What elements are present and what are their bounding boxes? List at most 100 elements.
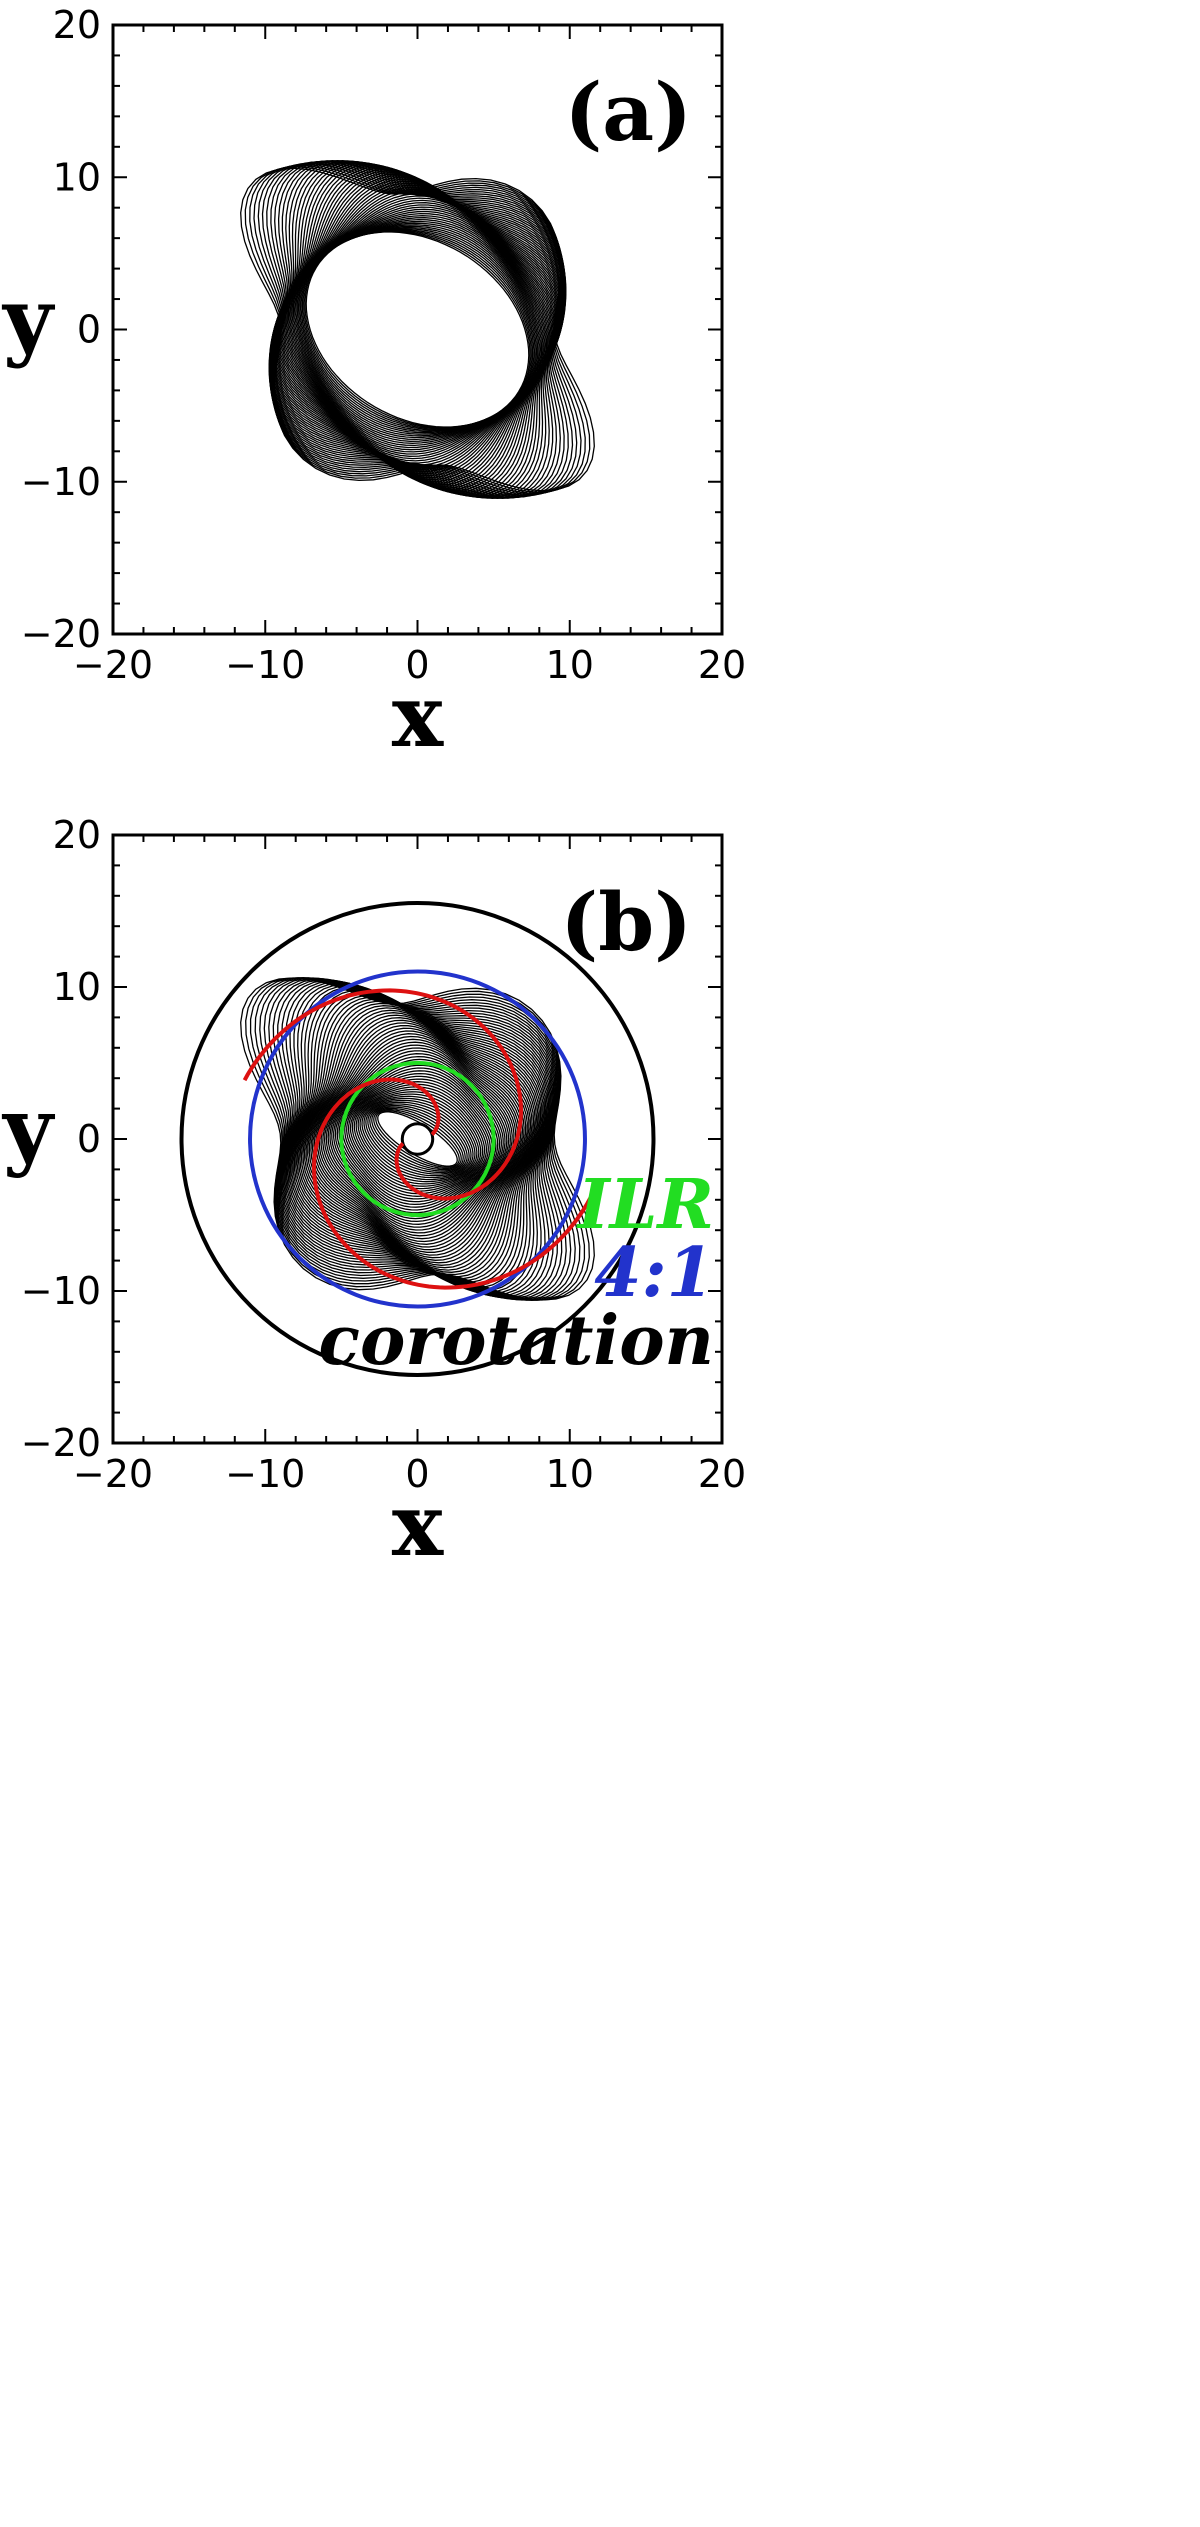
orbit-loop — [334, 1064, 501, 1214]
y-tick-label: −20 — [21, 1421, 101, 1465]
legend-entry: corotation — [319, 1301, 714, 1381]
x-tick-label: 0 — [405, 643, 429, 687]
orbit-loop — [287, 212, 548, 447]
spiral-arm — [242, 988, 524, 1201]
orbit-loop — [245, 977, 590, 1301]
orbit-loop — [305, 231, 530, 428]
panel-a: −20 −10 0 10 20 −20 −10 0 10 20 (a) x y — [1, 3, 746, 767]
orbit-loop — [297, 226, 538, 433]
orbit-loop — [346, 1081, 489, 1197]
orbit-loop — [373, 1108, 462, 1170]
circle-corotation — [179, 901, 656, 1377]
x-tick-label: −10 — [225, 643, 305, 687]
orbit-loop — [291, 218, 544, 441]
orbit-loop — [263, 977, 572, 1301]
orbit-loop — [269, 164, 566, 495]
orbit-loop — [361, 1099, 474, 1179]
orbit-loop — [268, 161, 567, 498]
legend-entry: ILR — [576, 1165, 714, 1245]
orbit-loop — [347, 1083, 488, 1195]
orbit-loop — [290, 217, 545, 442]
orbit-loop — [307, 1019, 528, 1259]
orbit-loop — [291, 994, 544, 1284]
orbit-loop — [304, 230, 531, 429]
orbit-loop — [279, 979, 556, 1299]
circle-4-1 — [248, 969, 587, 1309]
orbit-loop — [288, 215, 547, 444]
orbit-loop — [303, 230, 532, 429]
orbit-loop — [349, 1086, 486, 1192]
x-tick-label: 10 — [546, 643, 594, 687]
y-axis-label-a: y — [1, 270, 56, 371]
y-tick-label: 20 — [53, 813, 101, 857]
orbit-loop — [266, 161, 569, 498]
orbit-loop — [240, 167, 595, 492]
panel-label-a: (a) — [564, 65, 692, 159]
orbit-loop — [357, 1095, 478, 1183]
y-axis-label-b: y — [1, 1079, 56, 1180]
y-tick-label: 10 — [53, 965, 101, 1009]
x-tick-label: 10 — [546, 1452, 594, 1496]
orbit-loop — [274, 182, 561, 477]
orbit-loop — [371, 1107, 464, 1171]
x-tick-label: −20 — [73, 643, 153, 687]
orbit-loop — [323, 1047, 512, 1231]
orbit-loop — [295, 224, 540, 435]
orbit-loop — [316, 1035, 519, 1243]
x-axis-label-a: x — [392, 666, 444, 767]
orbit-loop — [305, 1017, 530, 1261]
orbit-loop — [268, 162, 567, 497]
orbit-loop — [299, 228, 536, 431]
x-axis-label-b: x — [392, 1475, 444, 1576]
orbit-loop — [331, 1058, 504, 1220]
ticks-a: −20 −10 0 10 20 −20 −10 0 10 20 — [21, 3, 746, 687]
orbit-loop — [257, 163, 578, 496]
x-tick-label: 0 — [405, 1452, 429, 1496]
y-tick-label: −10 — [21, 460, 101, 504]
x-tick-label: −10 — [225, 1452, 305, 1496]
orbit-a — [240, 159, 595, 500]
x-tick-label: −20 — [73, 1452, 153, 1496]
x-tick-label: 20 — [698, 1452, 746, 1496]
orbit-loop — [268, 160, 567, 499]
orbit-loop — [308, 1022, 527, 1256]
orbit-loop — [369, 1106, 466, 1172]
y-tick-label: 0 — [77, 308, 101, 352]
spiral-arm — [311, 1077, 593, 1290]
orbit-loop — [325, 1050, 510, 1228]
orbit-loop — [240, 977, 595, 1301]
orbit-loop — [296, 225, 539, 434]
orbit-loop — [359, 1097, 476, 1181]
orbit-loop — [353, 1091, 482, 1187]
orbit-loop — [244, 166, 591, 493]
panel-b: −20 −10 0 10 20 −20 −10 0 10 20 (b) x y ILR4:1cor… — [1, 813, 746, 1576]
orbit-loop — [351, 1088, 484, 1190]
orbit-loop — [344, 1078, 491, 1200]
orbit-loop — [272, 978, 563, 1300]
y-tick-label: −20 — [21, 612, 101, 656]
orbit-loop — [292, 220, 543, 439]
orbit-loop — [320, 1041, 515, 1237]
orbit-loop — [277, 979, 558, 1299]
orbit-loop — [303, 1014, 532, 1264]
circle-ILR — [339, 1060, 496, 1218]
orbit-loop — [310, 1025, 525, 1253]
orbit-loop — [333, 1061, 502, 1217]
orbit-loop — [268, 978, 567, 1300]
orbit-loop — [268, 160, 567, 499]
orbit-loop — [301, 229, 534, 430]
orbit-loop — [377, 1111, 458, 1167]
orbit-loop — [269, 159, 566, 500]
orbit-loop — [269, 160, 566, 499]
ticks-b: −20 −10 0 10 20 −20 −10 0 10 20 — [21, 813, 746, 1496]
panel-label-b: (b) — [560, 875, 692, 969]
spiral-arms — [242, 988, 593, 1290]
orbit-loop — [363, 1101, 472, 1177]
orbit-loop — [318, 1038, 517, 1240]
orbit-loop — [300, 229, 535, 430]
orbit-loop — [375, 1110, 460, 1168]
orbit-loop — [365, 1103, 470, 1175]
y-tick-label: 10 — [53, 155, 101, 199]
